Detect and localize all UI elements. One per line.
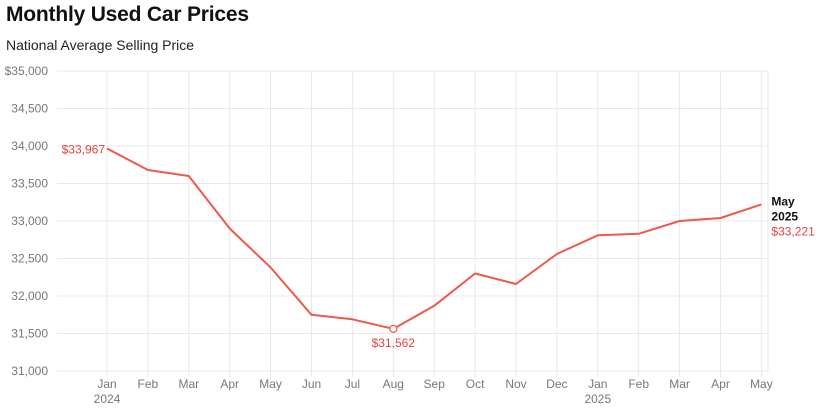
y-tick-label: 31,000 (11, 364, 48, 378)
x-tick-label: Jul (345, 377, 360, 391)
series-line (106, 147, 762, 330)
data-point (228, 227, 232, 231)
data-point (105, 146, 109, 150)
data-point (514, 282, 518, 286)
data-point (473, 272, 477, 276)
chart-subtitle: National Average Selling Price (6, 37, 195, 53)
y-tick-label: 31,500 (11, 327, 48, 341)
min-point-marker (389, 324, 398, 333)
data-point (637, 232, 641, 236)
x-tick-label: May (750, 377, 773, 391)
x-tick-label: Feb (138, 377, 159, 391)
x-tick-label: Jan (588, 377, 607, 391)
y-tick-label: 33,500 (11, 177, 48, 191)
x-tick-label: Feb (628, 377, 649, 391)
x-tick-label: Oct (466, 377, 485, 391)
x-tick-label: Aug (383, 377, 404, 391)
data-point (350, 317, 354, 321)
y-tick-label: 33,000 (11, 214, 48, 228)
x-tick-label: May (259, 377, 282, 391)
y-tick-label: 34,000 (11, 139, 48, 153)
y-tick-label: $35,000 (5, 64, 49, 78)
end-label-month: May (771, 194, 795, 208)
end-label-year: 2025 (771, 209, 798, 223)
x-year-label: 2025 (584, 392, 611, 406)
data-label-end: $33,221 (771, 224, 815, 238)
x-tick-label: Mar (669, 377, 690, 391)
y-tick-label: 34,500 (11, 102, 48, 116)
data-point (187, 174, 191, 178)
data-label-min: $31,562 (372, 336, 416, 350)
data-point (146, 168, 150, 172)
x-tick-label: Jun (302, 377, 321, 391)
y-tick-label: 32,500 (11, 252, 48, 266)
data-point (432, 304, 436, 308)
x-tick-label: Mar (178, 377, 199, 391)
data-point (596, 233, 600, 237)
x-tick-label: Jan (97, 377, 116, 391)
data-point (759, 202, 763, 206)
x-tick-label: Apr (711, 377, 730, 391)
data-point (719, 216, 723, 220)
x-year-label: 2024 (94, 392, 121, 406)
y-tick-label: 32,000 (11, 289, 48, 303)
data-point (310, 313, 314, 317)
x-tick-label: Sep (424, 377, 446, 391)
data-label-start: $33,967 (62, 142, 106, 156)
data-point (269, 266, 273, 270)
x-tick-label: Dec (546, 377, 567, 391)
x-tick-label: Nov (505, 377, 526, 391)
data-point (678, 219, 682, 223)
x-tick-label: Apr (220, 377, 239, 391)
chart-title: Monthly Used Car Prices (6, 3, 249, 26)
data-point (555, 252, 559, 256)
